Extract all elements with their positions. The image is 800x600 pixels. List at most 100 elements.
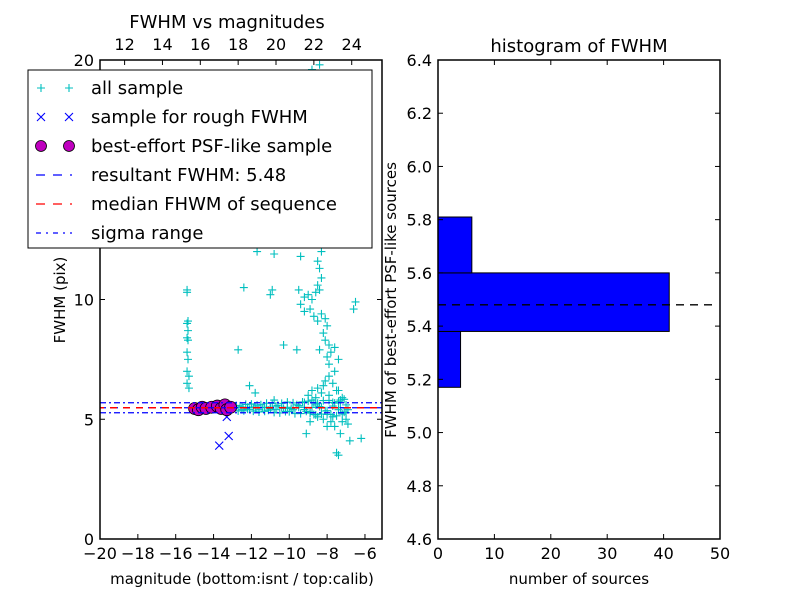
- scatter-top-xtick-label: 16: [190, 35, 210, 54]
- histogram-ytick-label: 4.8: [407, 477, 432, 496]
- all-sample-point: [272, 402, 281, 411]
- legend-label: best-effort PSF-like sample: [91, 136, 332, 157]
- legend-plus-marker: [65, 84, 73, 92]
- histogram-xtick-label: 20: [541, 544, 561, 563]
- all-sample-point: [300, 405, 309, 414]
- all-sample-point: [183, 367, 192, 376]
- all-sample-point: [330, 343, 339, 352]
- all-sample-point: [325, 341, 334, 350]
- all-sample-point: [336, 429, 345, 438]
- all-sample-point: [326, 348, 335, 357]
- all-sample-point: [340, 395, 349, 404]
- all-sample-point: [349, 305, 358, 314]
- all-sample-point: [319, 415, 328, 424]
- all-sample-point: [315, 60, 324, 69]
- histogram-ytick-label: 4.6: [407, 530, 432, 549]
- all-sample-point: [332, 448, 341, 457]
- scatter-yticks: 0 5 10 20: [74, 51, 382, 549]
- all-sample-point: [332, 411, 341, 420]
- histogram-xtick-label: 0: [433, 544, 443, 563]
- all-sample-point: [313, 317, 322, 326]
- histogram-ytick-label: 6.4: [407, 51, 432, 70]
- legend-label: sigma range: [91, 223, 203, 244]
- all-sample-point: [325, 360, 334, 369]
- scatter-xtick-label: −12: [235, 544, 269, 563]
- all-sample-point: [302, 407, 311, 416]
- rough-sample-point: [224, 431, 234, 441]
- all-sample-point: [323, 352, 332, 361]
- scatter-xtick-label: −14: [197, 544, 231, 563]
- histogram-xlabel: number of sources: [509, 570, 649, 588]
- histogram-title: histogram of FWHM: [490, 36, 667, 57]
- all-sample-point: [307, 295, 316, 304]
- all-sample-point: [319, 329, 328, 338]
- scatter-xtick-label: −16: [159, 544, 193, 563]
- all-sample-point: [184, 326, 193, 335]
- all-sample-point: [319, 381, 328, 390]
- all-sample-point: [283, 398, 292, 407]
- histogram-axes-frame: [437, 59, 721, 540]
- all-sample-point: [315, 264, 324, 273]
- all-sample-point: [245, 405, 254, 414]
- all-sample-point: [294, 285, 303, 294]
- histogram-xtick-label: 40: [653, 544, 673, 563]
- all-sample-point: [338, 410, 347, 419]
- all-sample-point: [334, 397, 343, 406]
- all-sample-point: [343, 420, 352, 429]
- scatter-xtick-label: −20: [83, 544, 117, 563]
- all-sample-point: [268, 285, 277, 294]
- scatter-ytick-label: 20: [74, 51, 94, 70]
- histogram-ytick-label: 5.0: [407, 424, 432, 443]
- scatter-xticks: −20 −18 −16 −14 −12 −10 −8 −6: [83, 534, 377, 563]
- all-sample-point: [323, 406, 332, 415]
- legend-label: resultant FWHM: 5.48: [91, 165, 286, 186]
- legend-item: resultant FWHM: 5.48: [36, 165, 286, 186]
- all-sample-point: [289, 405, 298, 414]
- legend-item: median FHWM of sequence: [36, 194, 337, 215]
- all-sample-point: [254, 407, 263, 416]
- histogram-ytick-label: 5.6: [407, 264, 432, 283]
- scatter-top-xticks: 12 14 16 18 20 22 24: [114, 35, 362, 65]
- all-sample-point: [298, 397, 307, 406]
- all-sample-point: [313, 281, 322, 290]
- all-sample-point: [184, 384, 193, 393]
- all-sample-point: [184, 355, 193, 364]
- all-sample-point: [357, 434, 366, 443]
- histogram-bar: [437, 216, 473, 274]
- all-sample-point: [326, 410, 335, 419]
- legend-label: median FHWM of sequence: [91, 194, 337, 215]
- scatter-panel: FWHM vs magnitudes −20 −18 −16 −14 −12 −10 −8−…: [27, 12, 383, 588]
- histogram-yticks: 4.6 4.8 5.0 5.2 5.4 5.6 5.8 6.0 6.2 6.4: [407, 51, 720, 549]
- all-sample-point: [289, 398, 298, 407]
- all-sample-point: [334, 355, 343, 364]
- all-sample-point: [315, 402, 324, 411]
- all-sample-point: [183, 288, 192, 297]
- histogram-panel: histogram of FWHM 0 10 20 30 40 50 4.6 4.8 5.0 5…: [382, 36, 730, 588]
- all-sample-point: [351, 297, 360, 306]
- all-sample-point: [245, 381, 254, 390]
- histogram-xtick-label: 50: [710, 544, 730, 563]
- all-sample-point: [296, 252, 305, 261]
- all-sample-point: [317, 247, 326, 256]
- scatter-xtick-label: −10: [272, 544, 306, 563]
- all-sample-point: [323, 321, 332, 330]
- scatter-xtick-label: −8: [315, 544, 339, 563]
- all-sample-point: [253, 247, 262, 256]
- histogram-xtick-label: 10: [484, 544, 504, 563]
- scatter-top-xtick-label: 22: [304, 35, 324, 54]
- scatter-top-xtick-label: 12: [114, 35, 134, 54]
- all-sample-point: [251, 388, 260, 397]
- all-sample-point: [239, 283, 248, 292]
- legend-label: all sample: [91, 78, 183, 99]
- scatter-hlines: [100, 402, 382, 414]
- scatter-ytick-label: 0: [84, 530, 94, 549]
- all-sample-point: [317, 388, 326, 397]
- all-sample-point: [321, 376, 330, 385]
- all-sample-point: [313, 257, 322, 266]
- scatter-ytick-label: 10: [74, 291, 94, 310]
- legend-plus-marker: [37, 84, 45, 92]
- all-sample-point: [306, 305, 315, 314]
- histogram-ytick-label: 6.0: [407, 157, 432, 176]
- all-sample-point: [323, 422, 332, 431]
